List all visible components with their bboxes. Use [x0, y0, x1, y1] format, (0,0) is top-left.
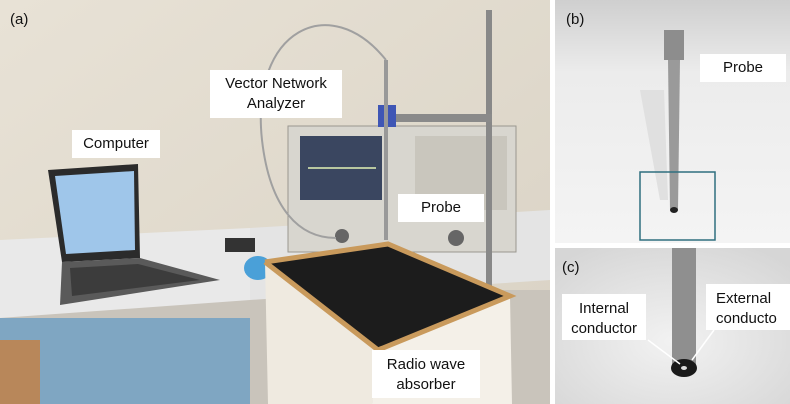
annotation: conductor: [571, 320, 637, 337]
annotation: Probe: [723, 59, 763, 76]
annotation: Analyzer: [247, 95, 305, 112]
annotation: External: [716, 290, 771, 307]
panel-label: (c): [562, 259, 580, 276]
box-floor: [0, 340, 40, 404]
vna-port: [335, 229, 349, 243]
panel-c: (c) Internal conductor External conducto: [555, 248, 790, 404]
probe-tip: [670, 207, 678, 213]
annotation: Computer: [83, 135, 149, 152]
probe-shaft: [668, 60, 680, 210]
inner-conductor: [681, 366, 687, 370]
annotation: Radio wave: [387, 356, 465, 373]
device: [225, 238, 255, 252]
page: (a) Computer Vector Network Analyzer Pro…: [0, 0, 790, 404]
annotation: Internal: [579, 300, 629, 317]
vna-port: [448, 230, 464, 246]
panel-b: (b) Probe: [555, 0, 790, 243]
panel-label: (a): [10, 11, 28, 28]
panel-label: (b): [566, 11, 584, 28]
annotation: Vector Network: [225, 75, 327, 92]
annotation: conducto: [716, 310, 777, 327]
panel-a: (a) Computer Vector Network Analyzer Pro…: [0, 0, 550, 404]
probe-rod: [384, 60, 388, 240]
annotation: Probe: [421, 199, 461, 216]
probe-connector: [664, 30, 684, 60]
laptop-screen: [55, 171, 135, 254]
clamp-arm: [380, 114, 492, 122]
probe-shaft: [672, 248, 696, 368]
stand-rod: [486, 10, 492, 290]
annotation: absorber: [396, 376, 455, 393]
figure: (a) Computer Vector Network Analyzer Pro…: [0, 0, 790, 404]
